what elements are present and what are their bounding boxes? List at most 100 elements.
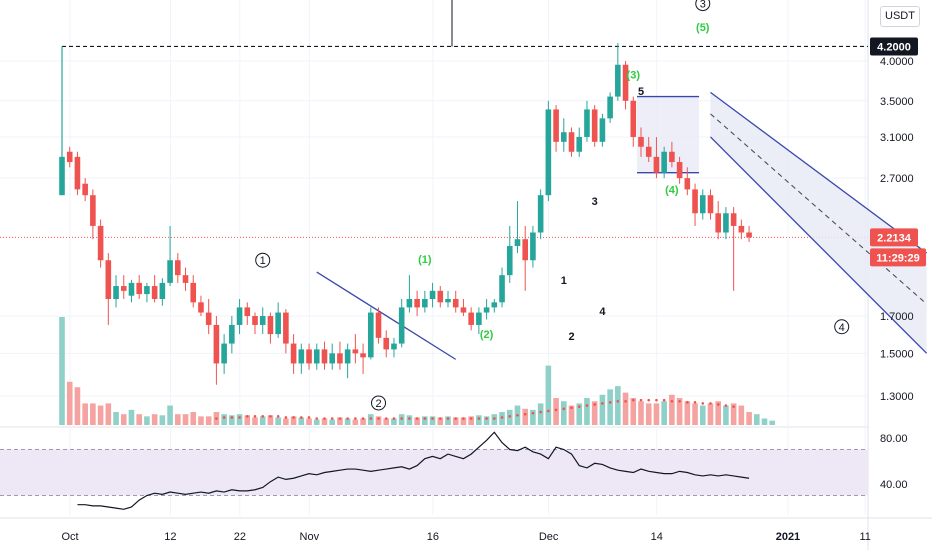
- candle-body: [661, 151, 667, 173]
- candle-body: [730, 213, 737, 226]
- volume-ma-point: [601, 402, 604, 405]
- volume-ma-point: [369, 417, 373, 420]
- volume-ma-point: [670, 399, 674, 403]
- volume-bar: [306, 418, 312, 425]
- volume-bar: [244, 415, 251, 425]
- volume-bar: [329, 419, 335, 425]
- volume-bar: [406, 415, 413, 425]
- volume-bar: [761, 418, 768, 425]
- volume-bar: [638, 401, 644, 425]
- countdown-badge: [870, 248, 926, 267]
- volume-bar: [553, 398, 559, 425]
- volume-bar: [391, 418, 397, 425]
- channel-lower: [710, 136, 928, 354]
- volume-bar: [584, 398, 590, 425]
- candle-body: [205, 312, 212, 325]
- candle-body: [74, 156, 81, 190]
- volume-ma-point: [284, 416, 288, 419]
- volume-bar: [128, 409, 135, 425]
- wave-circle-marker: [255, 252, 271, 268]
- volume-ma-point: [639, 398, 643, 402]
- candle-body: [383, 337, 390, 350]
- candle-body: [545, 109, 552, 196]
- price-axis[interactable]: 1.3000 1.5000 1.7000 2.7000 3.1000 3.5000 4.00…: [870, 37, 926, 491]
- candle-body: [175, 260, 181, 276]
- wave-label-intermediate: (2): [480, 329, 494, 341]
- volume-ma-point: [709, 402, 712, 405]
- candle-body: [360, 353, 366, 358]
- wave-label-minor: 3: [592, 196, 598, 208]
- rsi-pane: [0, 431, 868, 510]
- time-tick-label: 2021: [776, 531, 800, 543]
- candle-body: [144, 286, 150, 295]
- volume-ma-point: [222, 416, 226, 419]
- volume-ma-point: [562, 407, 566, 411]
- volume-ma-point: [516, 413, 519, 417]
- candle-body: [491, 302, 498, 308]
- volume-ma-point: [276, 415, 280, 418]
- volume-ma-point: [531, 411, 535, 415]
- volume-ma-point: [647, 398, 651, 402]
- wave-label-intermediate: (5): [696, 22, 710, 34]
- volume-ma-point: [230, 416, 234, 419]
- candle-body: [97, 225, 104, 261]
- time-tick-label: 12: [164, 531, 176, 543]
- rsi-tick-label: 80.00: [880, 433, 908, 445]
- volume-bar: [221, 414, 227, 425]
- volume-bar: [445, 416, 451, 425]
- volume-ma-point: [400, 417, 403, 420]
- candle-body: [136, 282, 142, 295]
- time-tick-label: 16: [427, 531, 439, 543]
- countdown-label: 11:29:29: [876, 252, 919, 264]
- volume-bar: [313, 419, 320, 425]
- volume-bar: [167, 405, 173, 425]
- volume-bar: [460, 417, 467, 425]
- wave-label-minor: 1: [561, 275, 567, 287]
- wave-label-minor: 4: [599, 306, 606, 318]
- volume-ma-point: [477, 417, 481, 420]
- volume-bar: [422, 416, 428, 425]
- wave-label-intermediate: (4): [665, 184, 679, 196]
- candle-body: [128, 282, 135, 296]
- candle-body: [723, 213, 729, 233]
- wave-circle-marker: [834, 319, 850, 335]
- candle-body: [684, 178, 691, 190]
- currency-badge[interactable]: USDT: [880, 6, 920, 27]
- time-tick-label: Oct: [61, 531, 78, 543]
- volume-bar: [437, 417, 444, 425]
- time-tick-label: 14: [651, 531, 663, 543]
- volume-bar: [190, 412, 197, 425]
- volume-bar: [344, 418, 351, 425]
- time-axis[interactable]: Oct 12 22 Nov 16 Dec 14 2021 11: [61, 531, 870, 543]
- candle-body: [506, 246, 513, 276]
- price-tick-label: 2.7000: [880, 173, 914, 185]
- volume-ma-point: [307, 416, 311, 419]
- candlestick-series[interactable]: [59, 42, 752, 385]
- candle-body: [391, 343, 397, 350]
- candle-body: [159, 282, 166, 300]
- candle-body: [452, 299, 459, 308]
- candle-body: [537, 195, 544, 233]
- candle-body: [190, 282, 197, 303]
- candle-body: [321, 349, 328, 364]
- volume-series: [59, 317, 776, 425]
- volume-bar: [414, 417, 420, 425]
- candle-body: [275, 312, 281, 335]
- time-tick-label: Dec: [539, 531, 559, 543]
- candle-body: [715, 213, 721, 233]
- volume-bar: [530, 409, 536, 425]
- candle-body: [561, 132, 567, 142]
- volume-bar: [715, 401, 721, 425]
- candle-body: [607, 96, 613, 119]
- volume-ma-point: [415, 417, 419, 420]
- volume-bar: [730, 403, 737, 425]
- volume-ma-point: [485, 417, 488, 420]
- channel-fill: [710, 92, 927, 354]
- candle-body: [313, 349, 320, 364]
- volume-bar: [97, 405, 104, 425]
- candle-body: [499, 275, 505, 303]
- volume-bar: [159, 415, 166, 425]
- wave-circle-marker: [695, 0, 711, 12]
- volume-bar: [746, 412, 752, 425]
